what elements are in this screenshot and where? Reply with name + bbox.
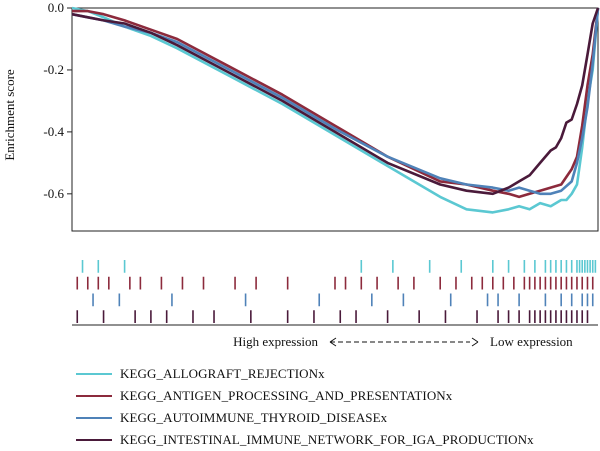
legend-swatch	[76, 373, 112, 375]
legend-swatch	[76, 417, 112, 419]
y-tick-label: -0.2	[43, 62, 64, 77]
hits-layer	[76, 260, 597, 323]
series-line	[71, 6, 600, 214]
arrow-left-icon	[329, 337, 337, 347]
legend-item: KEGG_INTESTINAL_IMMUNE_NETWORK_FOR_IGA_P…	[76, 429, 534, 451]
y-tick-label: -0.6	[43, 186, 64, 201]
legend-item: KEGG_ALLOGRAFT_REJECTIONx	[76, 363, 534, 385]
legend-swatch	[76, 395, 112, 397]
arrow-right-icon	[471, 337, 479, 347]
series-line	[71, 7, 600, 196]
y-tick-label: 0.0	[48, 0, 64, 15]
legend-label: KEGG_ANTIGEN_PROCESSING_AND_PRESENTATION…	[120, 388, 453, 403]
legend-label: KEGG_AUTOIMMUNE_THYROID_DISEASEx	[120, 410, 388, 425]
x-label-left: High expression	[233, 334, 318, 349]
legend-item: KEGG_AUTOIMMUNE_THYROID_DISEASEx	[76, 407, 534, 429]
x-label-right: Low expression	[490, 334, 573, 349]
y-tick-label: -0.4	[43, 124, 64, 139]
lines-layer	[71, 6, 600, 214]
legend-label: KEGG_INTESTINAL_IMMUNE_NETWORK_FOR_IGA_P…	[120, 432, 534, 447]
gsea-chart: 0.0 -0.2 -0.4 -0.6 High expression Low expr…	[2, 0, 600, 349]
legend: KEGG_ALLOGRAFT_REJECTIONx KEGG_ANTIGEN_PR…	[76, 363, 534, 451]
plot-frame	[71, 7, 599, 232]
legend-label: KEGG_ALLOGRAFT_REJECTIONx	[120, 366, 325, 381]
legend-item: KEGG_ANTIGEN_PROCESSING_AND_PRESENTATION…	[76, 385, 534, 407]
x-axis-labels: High expression Low expression Enrichmen…	[2, 69, 573, 349]
axis-layer: 0.0 -0.2 -0.4 -0.6	[43, 0, 599, 326]
y-axis-title: Enrichment score	[2, 69, 17, 161]
legend-swatch	[76, 439, 112, 441]
